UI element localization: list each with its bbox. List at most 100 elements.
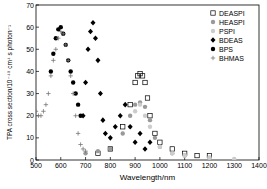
point <box>61 32 65 36</box>
x-axis-label: Wavelength/nm <box>120 173 176 182</box>
point <box>123 102 128 108</box>
x-tick-label: 900 <box>129 162 141 169</box>
x-tick-label: 1400 <box>251 162 267 169</box>
point <box>118 113 123 119</box>
point <box>195 153 199 157</box>
y-tick-label: 0 <box>30 157 34 164</box>
point <box>182 153 186 157</box>
x-tick-label: 800 <box>104 162 116 169</box>
point <box>153 136 157 140</box>
point <box>147 139 152 145</box>
x-tick-label: 1000 <box>152 162 168 169</box>
point <box>207 156 211 160</box>
point <box>86 46 91 52</box>
point <box>143 146 148 152</box>
point <box>56 36 60 40</box>
point <box>83 80 88 86</box>
point <box>121 131 125 135</box>
legend-label: DEASPI <box>219 10 245 17</box>
point <box>232 157 236 160</box>
y-tick-label: 40 <box>26 68 34 75</box>
point <box>100 117 105 123</box>
legend-label: BPS <box>219 46 233 53</box>
point <box>108 147 112 151</box>
point <box>108 147 112 151</box>
point <box>143 80 147 84</box>
point <box>68 69 72 73</box>
point <box>143 114 147 118</box>
point <box>128 102 132 106</box>
point <box>170 147 174 151</box>
point <box>64 43 68 47</box>
y-tick <box>36 93 39 94</box>
point <box>133 80 137 84</box>
point <box>113 124 118 130</box>
point <box>59 29 63 33</box>
x-tick <box>159 157 160 160</box>
point <box>133 109 137 113</box>
legend-marker <box>211 20 215 24</box>
point <box>158 145 162 149</box>
x-tick-label: 700 <box>80 162 92 169</box>
point <box>49 69 53 73</box>
point <box>76 102 80 106</box>
point <box>138 131 143 137</box>
point <box>61 32 65 36</box>
chart: 5006007008009001000110012001300140001020… <box>0 0 267 189</box>
point <box>81 147 85 151</box>
point <box>39 114 43 118</box>
point <box>143 105 147 109</box>
point <box>103 131 108 137</box>
x-tick <box>60 157 61 160</box>
x-tick <box>135 157 136 160</box>
point <box>51 52 55 56</box>
point <box>44 102 48 106</box>
point <box>158 145 162 149</box>
point <box>90 20 95 26</box>
legend-marker <box>211 37 216 43</box>
x-tick-label: 1200 <box>202 162 218 169</box>
point <box>128 125 132 129</box>
point <box>148 125 152 129</box>
point <box>133 102 137 106</box>
legend-marker <box>211 29 215 33</box>
point <box>78 142 82 146</box>
y-tick-label: 70 <box>26 2 34 9</box>
legend-label: PSPI <box>219 28 235 35</box>
plot-frame <box>36 5 259 160</box>
point <box>158 140 162 144</box>
point <box>121 125 125 129</box>
x-tick-label: 1100 <box>177 162 192 169</box>
legend-label: BDEAS <box>219 37 243 44</box>
point <box>182 153 186 157</box>
y-tick <box>36 27 39 28</box>
point <box>68 74 72 78</box>
point <box>133 139 138 145</box>
point <box>66 58 70 62</box>
point <box>108 135 113 141</box>
point <box>148 118 152 122</box>
x-tick-label: 600 <box>55 162 67 169</box>
legend-label: BHMAS <box>219 55 244 62</box>
legend-marker <box>211 47 215 51</box>
legend-marker <box>211 11 215 15</box>
point <box>71 80 75 84</box>
point <box>153 131 157 135</box>
y-tick-label: 30 <box>26 90 34 97</box>
point <box>95 58 100 64</box>
point <box>54 47 58 51</box>
point <box>41 109 45 113</box>
point <box>207 156 211 160</box>
y-tick <box>36 137 39 138</box>
point <box>138 102 142 106</box>
y-tick-label: 10 <box>26 134 34 141</box>
y-tick <box>36 49 39 50</box>
point <box>88 29 93 35</box>
point <box>128 124 133 130</box>
point <box>64 43 68 47</box>
x-tick <box>110 157 111 160</box>
x-tick-label: 1300 <box>226 162 242 169</box>
point <box>73 114 77 118</box>
legend-marker <box>211 56 215 60</box>
y-tick-label: 20 <box>26 112 34 119</box>
